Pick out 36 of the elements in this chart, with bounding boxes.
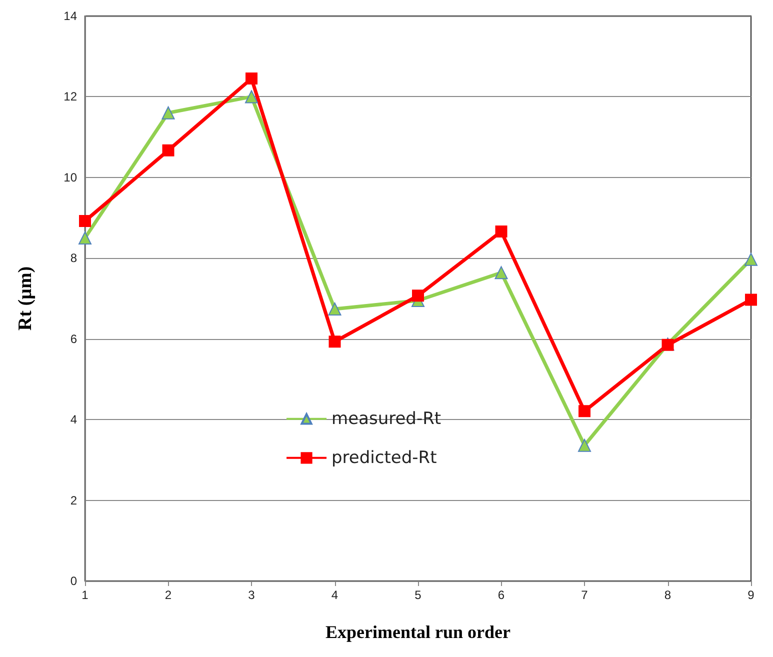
x-tick-label: 8 xyxy=(664,588,672,602)
point xyxy=(494,266,508,280)
x-tick-label: 5 xyxy=(414,588,422,602)
point xyxy=(412,290,424,302)
x-tick-label: 4 xyxy=(331,588,338,602)
point xyxy=(328,302,342,316)
y-tick-label: 4 xyxy=(70,412,78,427)
point xyxy=(578,405,590,418)
y-tick-label: 12 xyxy=(64,90,78,104)
point xyxy=(162,106,175,120)
y-tick-label: 0 xyxy=(70,574,78,588)
point xyxy=(246,72,258,85)
point xyxy=(245,90,258,104)
legend-label: measured-Rt xyxy=(332,408,442,429)
y-tick-label: 10 xyxy=(64,170,78,184)
point xyxy=(79,215,91,228)
x-tick-label: 7 xyxy=(581,588,588,602)
x-tick-label: 2 xyxy=(164,588,172,602)
x-tick-label: 3 xyxy=(248,588,256,602)
y-tick-label: 2 xyxy=(70,493,78,508)
x-tick-label: 6 xyxy=(498,588,505,602)
x-tick-label: 1 xyxy=(82,588,89,602)
y-tick-label: 8 xyxy=(70,251,78,266)
point xyxy=(744,252,758,266)
y-axis-title: Rt (µm) xyxy=(15,266,36,331)
point xyxy=(578,438,591,452)
y-tick-label: 14 xyxy=(64,9,78,23)
y-tick-label: 6 xyxy=(70,332,78,346)
legend-label: predicted-Rt xyxy=(332,448,438,468)
x-tick-label: 9 xyxy=(748,588,755,602)
point xyxy=(162,144,174,156)
point xyxy=(328,336,341,348)
point xyxy=(745,294,757,306)
x-axis-title: Experimental run order xyxy=(326,622,510,642)
point xyxy=(495,226,508,238)
point xyxy=(78,231,92,244)
